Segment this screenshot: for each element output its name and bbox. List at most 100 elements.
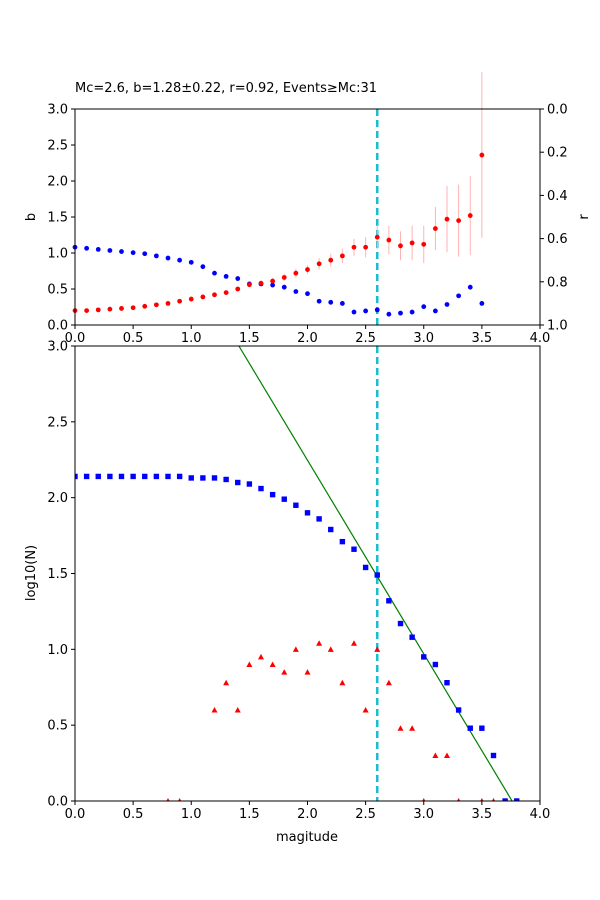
r-point	[177, 257, 183, 263]
b-point	[200, 294, 206, 300]
r-point	[107, 248, 113, 253]
cumulative-point	[479, 725, 485, 731]
cumulative-point	[293, 502, 299, 508]
x-tick-label: 2.0	[297, 331, 318, 346]
cumulative-point	[351, 546, 357, 552]
r-point	[374, 307, 380, 313]
noncumulative-point	[444, 752, 450, 758]
y-tick-label: 2.0	[47, 175, 68, 190]
b-point	[328, 257, 334, 263]
cumulative-point	[107, 473, 113, 480]
cumulative-point	[281, 496, 287, 502]
r-point	[328, 299, 334, 305]
b-point	[130, 305, 136, 311]
noncumulative-point	[374, 646, 381, 652]
noncumulative-point	[409, 725, 416, 731]
cumulative-point	[153, 473, 160, 480]
bottom-y-ticks: 0.0 0.5 1.0 1.5 2.0 2.5 3.0	[47, 340, 75, 810]
r-point	[119, 249, 124, 254]
cumulative-point	[386, 598, 392, 604]
top-panel-title: Mc=2.6, b=1.28±0.22, r=0.92, Events≥Mc:3…	[75, 81, 377, 96]
noncumulative-point	[339, 679, 346, 686]
top-y2-axis-label: r	[577, 214, 592, 220]
r-point	[432, 308, 438, 314]
bottom-y-axis-label: log10(N)	[24, 545, 39, 601]
b-point	[119, 306, 124, 311]
cumulative-point	[409, 634, 415, 640]
noncumulative-point	[166, 798, 170, 801]
x-tick-label: 0.5	[123, 807, 144, 822]
noncumulative-point	[281, 669, 288, 675]
y-tick-label: 0.0	[47, 795, 68, 810]
cumulative-point	[328, 526, 334, 533]
cumulative-point	[514, 798, 520, 801]
b-point	[153, 302, 159, 308]
y-tick-label: 1.0	[47, 643, 68, 658]
r-point	[95, 247, 101, 252]
noncumulative-point	[269, 661, 276, 667]
b-point	[432, 226, 438, 231]
b-point	[258, 280, 264, 286]
top-y2-ticks: 1.0 0.8 0.6 0.4 0.2 0.0	[540, 103, 568, 334]
x-tick-label: 1.5	[239, 807, 260, 822]
r-point	[235, 276, 241, 281]
y-tick-label: 1.5	[47, 211, 68, 226]
r-point	[339, 301, 345, 306]
noncumulative-point	[385, 679, 392, 686]
cumulative-point	[188, 475, 194, 481]
noncumulative-point	[258, 653, 264, 660]
noncumulative-point	[351, 640, 357, 646]
y-tick-label: 3.0	[47, 340, 68, 355]
r-point	[153, 253, 159, 259]
noncumulative-point	[456, 798, 461, 801]
r-point	[305, 291, 310, 297]
b-point	[165, 301, 171, 306]
y2-tick-label: 0.4	[547, 189, 568, 204]
y2-tick-label: 0.8	[547, 275, 568, 290]
b-point	[444, 216, 450, 222]
x-tick-label: 2.5	[355, 331, 376, 346]
y-tick-label: 2.5	[47, 139, 68, 154]
cumulative-point	[75, 473, 78, 480]
cumulative-point	[130, 473, 136, 480]
noncumulative-point	[422, 798, 426, 801]
b-point	[188, 296, 194, 302]
b-point	[142, 303, 148, 309]
x-tick-label: 4.0	[530, 807, 551, 822]
x-tick-label: 1.0	[181, 807, 202, 822]
b-point	[305, 267, 310, 272]
x-tick-label: 0.5	[123, 331, 144, 346]
cumulative-point	[304, 510, 311, 516]
noncumulative-point	[480, 798, 484, 801]
r-point	[165, 255, 171, 261]
cumulative-point	[490, 752, 497, 759]
r-point	[421, 304, 427, 310]
cumulative-point	[118, 473, 125, 480]
b-point	[84, 308, 90, 313]
x-tick-label: 3.5	[472, 807, 493, 822]
x-tick-label: 3.0	[413, 331, 434, 346]
r-point	[398, 310, 403, 316]
b-point	[95, 307, 101, 313]
x-tick-label: 1.5	[239, 331, 260, 346]
noncumulative-point	[177, 798, 182, 801]
r-point	[212, 270, 217, 276]
b-point	[316, 261, 322, 267]
r-point	[223, 274, 229, 279]
r-point	[316, 298, 322, 304]
y-tick-label: 2.5	[47, 415, 68, 430]
cumulative-point	[374, 572, 380, 578]
y2-tick-label: 0.2	[547, 146, 568, 161]
r-point	[84, 245, 90, 251]
noncumulative-point	[246, 661, 253, 667]
y-tick-label: 2.0	[47, 491, 68, 506]
y-tick-label: 3.0	[47, 103, 68, 118]
y2-tick-label: 0.0	[547, 103, 568, 118]
cumulative-point	[432, 661, 439, 668]
r-point	[386, 311, 392, 317]
top-x-ticks: 0.0 0.5 1.0 1.5 2.0 2.5 3.0 3.5 4.0	[65, 325, 550, 346]
cumulative-point	[176, 473, 183, 480]
r-point	[188, 259, 194, 265]
r-point	[444, 302, 450, 307]
